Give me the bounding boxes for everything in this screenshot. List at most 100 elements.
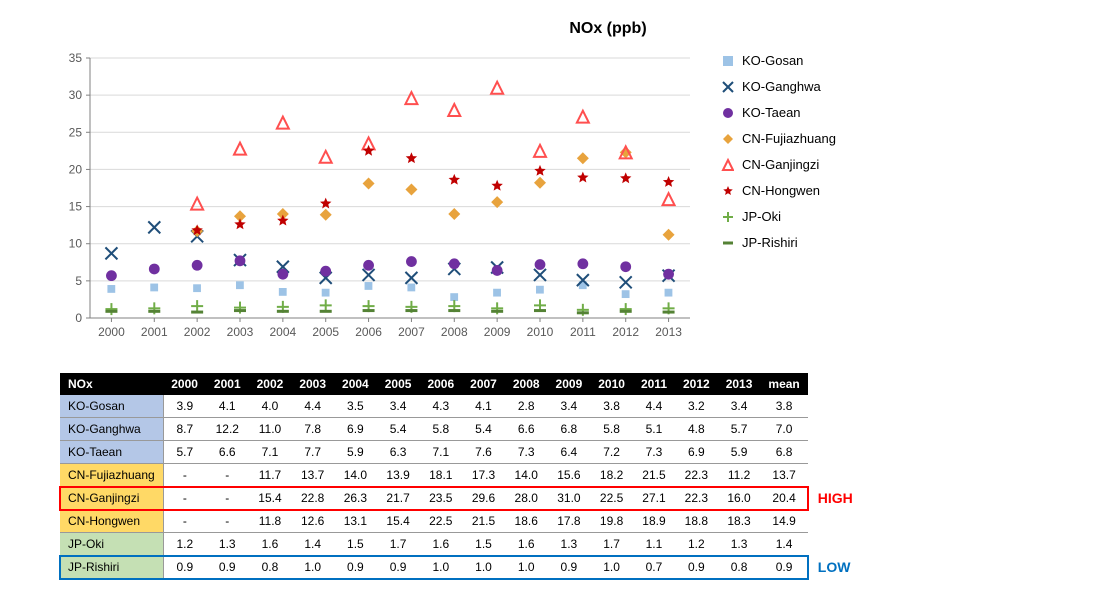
- table-cell: 1.5: [462, 533, 505, 556]
- svg-text:2003: 2003: [227, 325, 254, 339]
- table-cell: 31.0: [548, 487, 591, 510]
- table-cell: 5.9: [718, 441, 761, 464]
- table-row: KO-Ganghwa8.712.211.07.86.95.45.85.46.66…: [60, 418, 808, 441]
- table-cell: 19.8: [590, 510, 633, 533]
- table-cell: 7.2: [590, 441, 633, 464]
- table-cell: 14.0: [334, 464, 377, 487]
- table-col-header: 2003: [291, 373, 334, 395]
- legend-label: CN-Ganjingzi: [742, 152, 819, 178]
- table-cell: 1.1: [633, 533, 675, 556]
- svg-text:0: 0: [75, 311, 82, 325]
- table-cell: 28.0: [505, 487, 548, 510]
- table-cell: 4.4: [291, 395, 334, 418]
- table-row: KO-Gosan3.94.14.04.43.53.44.34.12.83.43.…: [60, 395, 808, 418]
- table-cell: 23.5: [419, 487, 462, 510]
- table-cell: 0.9: [548, 556, 591, 579]
- chart-area: 0510152025303520002001200220032004200520…: [40, 48, 1056, 353]
- svg-text:10: 10: [69, 237, 83, 251]
- table-cell: 0.9: [334, 556, 377, 579]
- table-cell: 7.1: [249, 441, 292, 464]
- legend-label: KO-Gosan: [742, 48, 803, 74]
- table-corner: NOx: [60, 373, 163, 395]
- table-col-header: 2010: [590, 373, 633, 395]
- table-col-header: 2007: [462, 373, 505, 395]
- table-cell: 11.8: [249, 510, 292, 533]
- table-cell: 1.2: [675, 533, 718, 556]
- table-row-header: KO-Taean: [60, 441, 163, 464]
- table-cell: 1.2: [163, 533, 206, 556]
- table-cell: 18.2: [590, 464, 633, 487]
- table-cell: 8.7: [163, 418, 206, 441]
- table-cell: 13.7: [291, 464, 334, 487]
- chart-legend: KO-GosanKO-GanghwaKO-TaeanCN-Fujiazhuang…: [720, 48, 836, 256]
- legend-item: CN-Fujiazhuang: [720, 126, 836, 152]
- table-cell: 17.8: [548, 510, 591, 533]
- table-cell: 4.3: [419, 395, 462, 418]
- table-cell: -: [163, 510, 206, 533]
- table-cell: 4.8: [675, 418, 718, 441]
- data-table: NOx2000200120022003200420052006200720082…: [60, 373, 808, 579]
- table-row-header: JP-Oki: [60, 533, 163, 556]
- table-cell: 0.9: [163, 556, 206, 579]
- table-cell: 3.8: [760, 395, 807, 418]
- table-row-header: KO-Gosan: [60, 395, 163, 418]
- table-cell: 2.8: [505, 395, 548, 418]
- table-cell: 11.0: [249, 418, 292, 441]
- svg-text:20: 20: [69, 162, 83, 176]
- table-row-header: CN-Fujiazhuang: [60, 464, 163, 487]
- table-cell: 14.0: [505, 464, 548, 487]
- table-cell: 7.1: [419, 441, 462, 464]
- table-col-header: 2005: [377, 373, 420, 395]
- table-cell: 1.0: [291, 556, 334, 579]
- legend-item: KO-Ganghwa: [720, 74, 836, 100]
- legend-label: CN-Hongwen: [742, 178, 820, 204]
- table-row: JP-Oki1.21.31.61.41.51.71.61.51.61.31.71…: [60, 533, 808, 556]
- legend-item: KO-Gosan: [720, 48, 836, 74]
- table-cell: 5.7: [163, 441, 206, 464]
- svg-text:2013: 2013: [655, 325, 682, 339]
- table-cell: 0.9: [377, 556, 420, 579]
- table-cell: 18.3: [718, 510, 761, 533]
- table-cell: 1.3: [718, 533, 761, 556]
- table-cell: 26.3: [334, 487, 377, 510]
- legend-label: KO-Taean: [742, 100, 801, 126]
- table-cell: 22.3: [675, 464, 718, 487]
- table-row: KO-Taean5.76.67.17.75.96.37.17.67.36.47.…: [60, 441, 808, 464]
- table-cell: 18.1: [419, 464, 462, 487]
- table-col-header: 2013: [718, 373, 761, 395]
- table-cell: 15.6: [548, 464, 591, 487]
- table-cell: 3.8: [590, 395, 633, 418]
- table-cell: 15.4: [249, 487, 292, 510]
- legend-label: JP-Oki: [742, 204, 781, 230]
- table-cell: 5.4: [377, 418, 420, 441]
- table-cell: 3.4: [718, 395, 761, 418]
- table-cell: 29.6: [462, 487, 505, 510]
- table-cell: 0.9: [760, 556, 807, 579]
- table-cell: 18.9: [633, 510, 675, 533]
- table-cell: 1.5: [334, 533, 377, 556]
- table-col-header: 2012: [675, 373, 718, 395]
- table-cell: 1.0: [505, 556, 548, 579]
- table-cell: 0.9: [675, 556, 718, 579]
- high-label: HIGH: [808, 490, 853, 506]
- table-cell: 22.8: [291, 487, 334, 510]
- table-cell: 5.8: [419, 418, 462, 441]
- table-cell: 4.4: [633, 395, 675, 418]
- legend-item: KO-Taean: [720, 100, 836, 126]
- svg-text:2000: 2000: [98, 325, 125, 339]
- table-col-header: 2001: [206, 373, 249, 395]
- svg-text:2001: 2001: [141, 325, 168, 339]
- side-labels: HIGH LOW: [808, 373, 853, 579]
- table-cell: 20.4: [760, 487, 807, 510]
- table-header-row: NOx2000200120022003200420052006200720082…: [60, 373, 808, 395]
- table-cell: 3.4: [548, 395, 591, 418]
- table-cell: 13.7: [760, 464, 807, 487]
- table-col-header: 2009: [548, 373, 591, 395]
- chart-title: NOx (ppb): [160, 20, 1056, 38]
- svg-text:5: 5: [75, 274, 82, 288]
- table-cell: 6.8: [760, 441, 807, 464]
- table-cell: 1.6: [249, 533, 292, 556]
- table-cell: 17.3: [462, 464, 505, 487]
- svg-text:2009: 2009: [484, 325, 511, 339]
- low-label: LOW: [808, 559, 851, 575]
